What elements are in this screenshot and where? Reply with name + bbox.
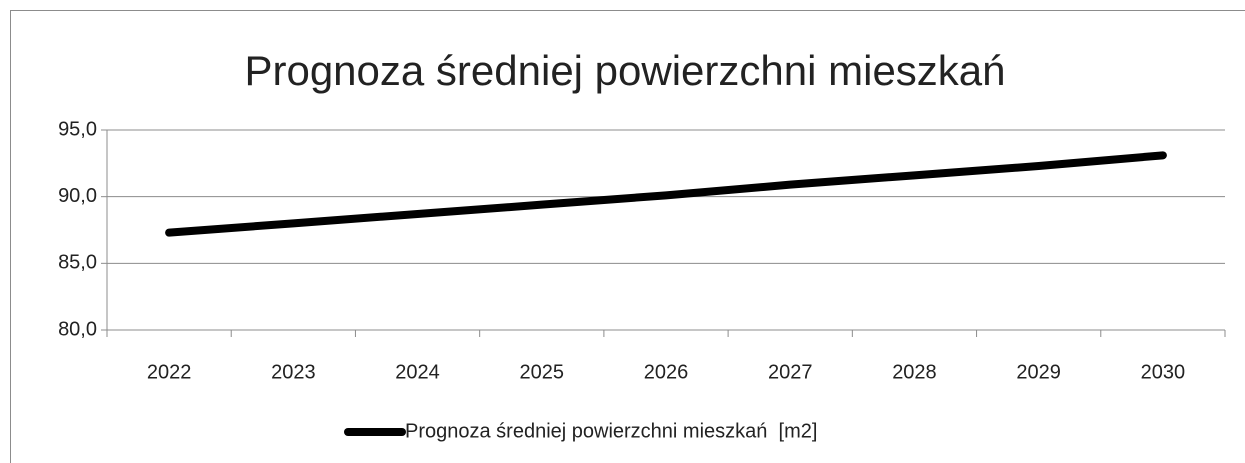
x-tick-label: 2030 [1141, 361, 1186, 383]
x-tick-label: 2027 [768, 361, 813, 383]
chart-frame [10, 10, 1245, 463]
y-tick-label: 90,0 [58, 185, 97, 207]
y-tick-label: 95,0 [58, 118, 97, 140]
x-tick-label: 2028 [892, 361, 937, 383]
y-tick-label: 80,0 [58, 318, 97, 340]
y-tick-label: 85,0 [58, 252, 97, 274]
x-tick-label: 2024 [395, 361, 440, 383]
x-tick-label: 2022 [147, 361, 192, 383]
x-tick-label: 2025 [520, 361, 565, 383]
x-tick-label: 2029 [1016, 361, 1061, 383]
data-line [165, 151, 1167, 237]
chart-title: Prognoza średniej powierzchni mieszkań [244, 47, 1005, 94]
x-tick-label: 2026 [644, 361, 689, 383]
legend-label: Prognoza średniej powierzchni mieszkań [… [405, 420, 817, 442]
x-tick-label: 2023 [271, 361, 316, 383]
